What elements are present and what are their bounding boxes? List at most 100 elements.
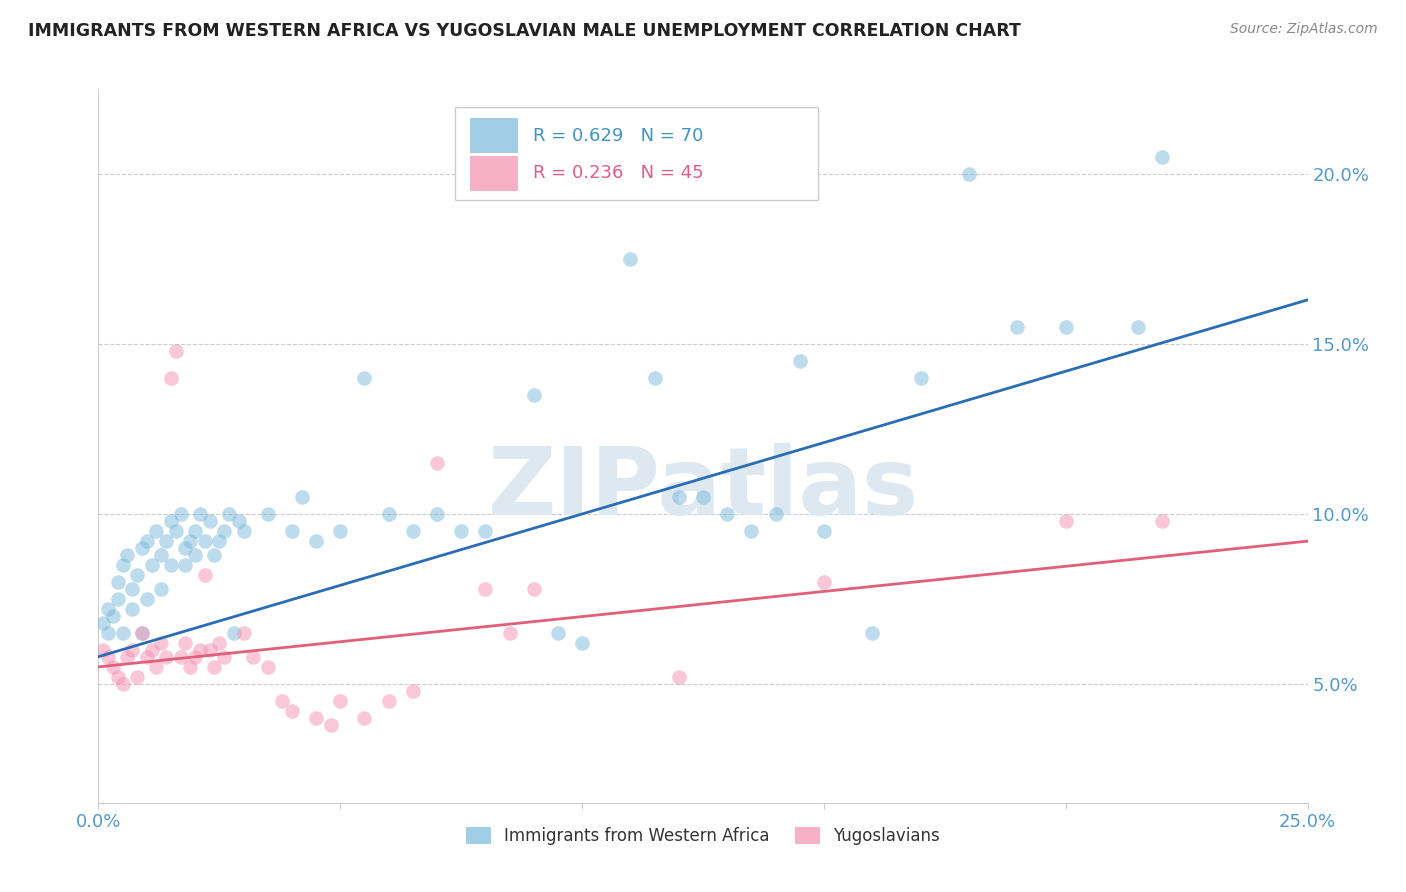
- Point: [184, 649, 207, 664]
- Point: [523, 388, 546, 402]
- Point: [222, 626, 245, 640]
- Point: [131, 626, 153, 640]
- Point: [208, 534, 231, 549]
- Point: [329, 524, 352, 538]
- Point: [107, 574, 129, 589]
- Point: [141, 643, 163, 657]
- Point: [232, 626, 254, 640]
- Point: [668, 670, 690, 684]
- FancyBboxPatch shape: [470, 119, 517, 153]
- Text: R = 0.236   N = 45: R = 0.236 N = 45: [533, 164, 703, 182]
- Point: [117, 548, 139, 562]
- Point: [155, 649, 177, 664]
- Point: [179, 660, 201, 674]
- Point: [184, 548, 207, 562]
- Point: [692, 490, 714, 504]
- Point: [1054, 514, 1077, 528]
- Point: [474, 582, 496, 596]
- FancyBboxPatch shape: [470, 156, 517, 191]
- Point: [305, 711, 328, 725]
- Text: IMMIGRANTS FROM WESTERN AFRICA VS YUGOSLAVIAN MALE UNEMPLOYMENT CORRELATION CHAR: IMMIGRANTS FROM WESTERN AFRICA VS YUGOSL…: [28, 22, 1021, 40]
- Point: [426, 507, 449, 521]
- Point: [97, 602, 120, 616]
- Point: [813, 574, 835, 589]
- Point: [165, 343, 187, 358]
- Point: [1054, 320, 1077, 334]
- Point: [319, 717, 342, 731]
- Text: R = 0.629   N = 70: R = 0.629 N = 70: [533, 127, 703, 145]
- Point: [141, 558, 163, 572]
- Point: [765, 507, 787, 521]
- Point: [107, 591, 129, 606]
- Point: [131, 541, 153, 555]
- Point: [740, 524, 762, 538]
- Point: [194, 568, 217, 582]
- Point: [150, 582, 173, 596]
- Point: [145, 660, 167, 674]
- Point: [571, 636, 593, 650]
- Point: [174, 541, 197, 555]
- FancyBboxPatch shape: [456, 107, 818, 200]
- Point: [160, 514, 183, 528]
- Point: [101, 608, 124, 623]
- Point: [150, 636, 173, 650]
- Point: [474, 524, 496, 538]
- Point: [498, 626, 520, 640]
- Point: [174, 636, 197, 650]
- Point: [212, 524, 235, 538]
- Point: [131, 626, 153, 640]
- Point: [160, 371, 183, 385]
- Point: [1007, 320, 1029, 334]
- Point: [127, 670, 149, 684]
- Point: [160, 558, 183, 572]
- Point: [644, 371, 666, 385]
- Point: [155, 534, 177, 549]
- Point: [91, 615, 114, 630]
- Point: [135, 591, 157, 606]
- Point: [232, 524, 254, 538]
- Point: [281, 704, 304, 718]
- Point: [281, 524, 304, 538]
- Point: [218, 507, 240, 521]
- Point: [91, 643, 114, 657]
- Point: [256, 660, 278, 674]
- Point: [256, 507, 278, 521]
- Point: [121, 602, 143, 616]
- Point: [111, 677, 134, 691]
- Point: [1128, 320, 1150, 334]
- Point: [127, 568, 149, 582]
- Point: [169, 649, 191, 664]
- Point: [813, 524, 835, 538]
- Point: [111, 626, 134, 640]
- Point: [716, 507, 738, 521]
- Point: [212, 649, 235, 664]
- Point: [150, 548, 173, 562]
- Point: [97, 626, 120, 640]
- Point: [523, 582, 546, 596]
- Point: [402, 524, 425, 538]
- Point: [204, 548, 226, 562]
- Point: [271, 694, 294, 708]
- Point: [910, 371, 932, 385]
- Point: [228, 514, 250, 528]
- Point: [789, 354, 811, 368]
- Point: [450, 524, 472, 538]
- Point: [107, 670, 129, 684]
- Point: [547, 626, 569, 640]
- Point: [619, 252, 641, 266]
- Point: [329, 694, 352, 708]
- Point: [165, 524, 187, 538]
- Point: [169, 507, 191, 521]
- Point: [145, 524, 167, 538]
- Point: [1152, 150, 1174, 164]
- Point: [121, 582, 143, 596]
- Point: [97, 649, 120, 664]
- Point: [353, 371, 375, 385]
- Point: [184, 524, 207, 538]
- Point: [174, 558, 197, 572]
- Point: [377, 694, 399, 708]
- Point: [198, 643, 221, 657]
- Point: [1152, 514, 1174, 528]
- Point: [957, 167, 980, 181]
- Point: [353, 711, 375, 725]
